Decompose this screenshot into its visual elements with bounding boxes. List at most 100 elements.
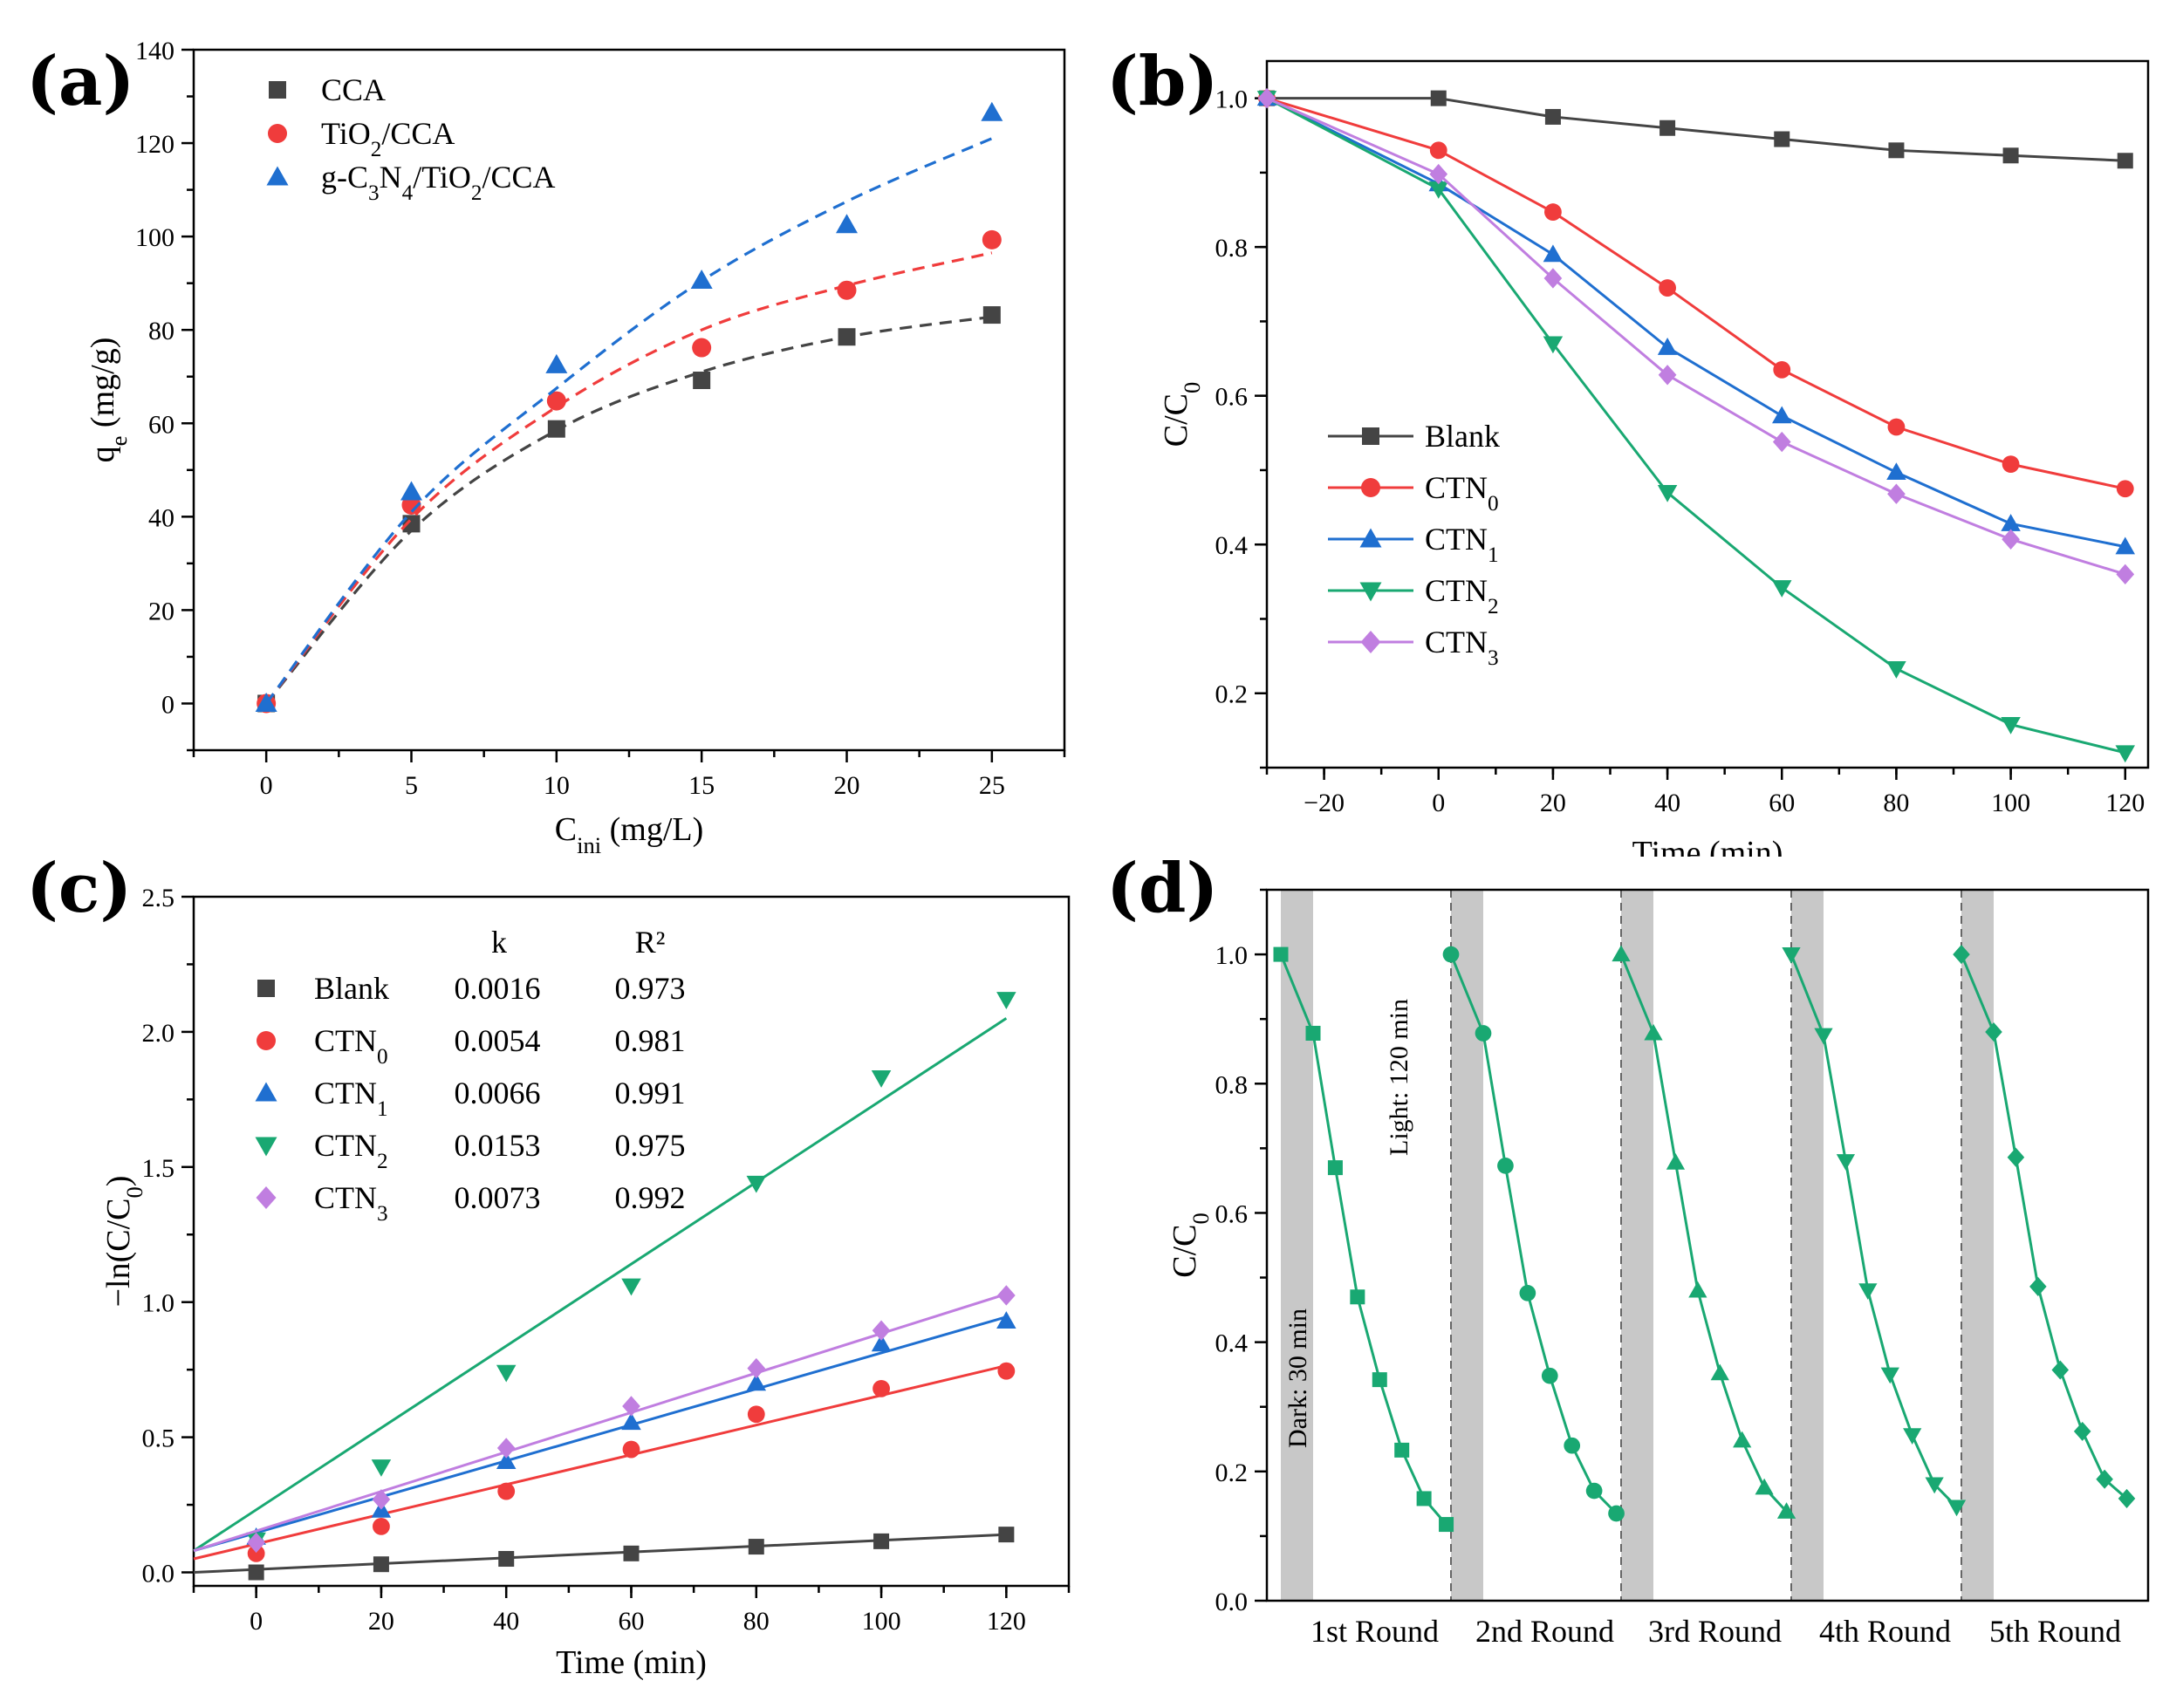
data-point-c-3 (496, 1364, 517, 1383)
legend-marker-a-2 (266, 166, 289, 186)
y-axis-title-a: qe (mg/g) (85, 338, 132, 463)
round-line-3 (1790, 953, 1958, 1508)
data-point-b-2 (1886, 462, 1906, 481)
data-point-c-0 (248, 1564, 264, 1581)
dark-band-4 (1961, 890, 1994, 1601)
data-point-d-4 (2029, 1276, 2047, 1296)
data-point-b-4 (2116, 564, 2135, 585)
dark-band-2 (1621, 890, 1653, 1601)
fit-line-c-0 (193, 1533, 1007, 1575)
legend-label-a-1: TiO2/CCA (321, 116, 455, 161)
chart-b: −20 0 20 40 60 80 100 120 0.2 0.4 0.6 0.8 1.0 Time (m… (1158, 59, 2150, 857)
data-point-d-2 (1733, 1431, 1752, 1448)
legend-label-b-4: CTN3 (1425, 625, 1499, 670)
data-point-c-0 (623, 1545, 640, 1561)
fit-line-c-1 (193, 1364, 1007, 1561)
data-point-c-1 (373, 1517, 390, 1535)
data-point-b-1 (1659, 279, 1676, 297)
round-line-2 (1619, 953, 1788, 1513)
y-tick-label-a: 120 (135, 130, 175, 159)
data-point-c-1 (622, 1440, 640, 1459)
chart-c: 0 20 40 60 80 100 120 0.0 0.5 1.0 1.5 2.0 2.5 Time (m… (100, 884, 1071, 1681)
y-tick-label-b: 0.4 (1215, 531, 1249, 560)
y-tick-label-a: 140 (135, 37, 175, 65)
x-tick-label-c: 120 (987, 1607, 1026, 1636)
fit-line-c-2 (193, 1315, 1007, 1553)
data-point-c-1 (247, 1544, 265, 1562)
data-point-d-3 (1880, 1367, 1899, 1384)
data-point-b-1 (2002, 455, 2020, 474)
data-point-d-2 (1644, 1023, 1663, 1041)
x-tick-label-a: 0 (260, 771, 273, 800)
data-point-d-1 (1519, 1284, 1536, 1301)
data-point-b-0 (1774, 131, 1790, 147)
data-point-d-1 (1497, 1158, 1514, 1174)
series-line-b-2 (1266, 97, 2126, 549)
fit-line-c-4 (193, 1292, 1007, 1553)
data-point-d-4 (2073, 1421, 2091, 1441)
x-tick-label-b: 20 (1540, 789, 1566, 817)
data-point-b-0 (1430, 90, 1447, 106)
data-point-b-4 (1772, 431, 1791, 453)
light-label: Light: 120 min (1385, 999, 1413, 1156)
legend-k-c-3: 0.0153 (455, 1128, 541, 1163)
data-point-a-2 (255, 692, 277, 712)
y-tick-label-b: 0.2 (1215, 680, 1249, 709)
data-point-a-0 (693, 372, 711, 390)
x-tick-label-c: 0 (250, 1607, 263, 1636)
legend-label-b-0: Blank (1425, 419, 1500, 454)
y-tick-label-b: 0.6 (1215, 383, 1249, 412)
data-point-c-4 (622, 1396, 640, 1417)
y-tick-label-d: 0.0 (1215, 1588, 1249, 1616)
legend-marker-a-0 (269, 81, 286, 99)
data-point-d-0 (1394, 1442, 1410, 1458)
legend-header-r2: R² (635, 925, 666, 960)
legend-label-b-1: CTN0 (1425, 470, 1499, 516)
x-tick-label-b: −20 (1304, 789, 1345, 817)
y-tick-label-b: 1.0 (1215, 85, 1249, 114)
data-point-c-0 (748, 1539, 764, 1555)
legend-r2-c-1: 0.981 (615, 1023, 686, 1058)
plot-frame-b (1265, 59, 2150, 769)
round-label-2: 3rd Round (1648, 1614, 1782, 1649)
data-point-a-2 (545, 353, 568, 373)
legend-marker-c-4 (256, 1186, 277, 1209)
x-axis-title-c: Time (min) (556, 1644, 707, 1681)
legend-marker-b-3 (1359, 582, 1382, 602)
legend-marker-a-1 (268, 124, 287, 143)
legend-label-c-3: CTN2 (314, 1128, 388, 1173)
data-point-c-2 (746, 1373, 767, 1391)
x-tick-label-a: 20 (834, 771, 860, 800)
round-line-4 (1960, 953, 2128, 1500)
data-point-c-1 (873, 1379, 890, 1397)
y-tick-label-c: 2.0 (142, 1019, 175, 1048)
data-point-d-2 (1612, 945, 1631, 962)
y-tick-label-a: 20 (148, 597, 175, 625)
data-point-b-3 (1428, 181, 1449, 199)
data-point-b-0 (2117, 153, 2133, 169)
data-point-c-2 (621, 1412, 641, 1431)
y-axis-title-c: −ln(C/C0) (100, 1176, 147, 1308)
legend-marker-b-1 (1361, 478, 1380, 497)
x-axis-title-a: Cini (mg/L) (555, 811, 704, 858)
data-point-b-4 (1658, 365, 1677, 386)
fit-line-c-3 (193, 1017, 1008, 1552)
data-point-d-0 (1327, 1160, 1343, 1176)
x-tick-label-c: 20 (368, 1607, 394, 1636)
legend-header-k: k (491, 925, 507, 960)
data-point-c-2 (871, 1334, 892, 1352)
data-point-c-3 (871, 1070, 892, 1088)
x-tick-label-b: 100 (1991, 789, 2030, 817)
data-point-d-4 (2096, 1469, 2113, 1489)
round-label-3: 4th Round (1819, 1614, 1951, 1649)
legend-marker-b-4 (1360, 631, 1381, 653)
data-point-d-1 (1564, 1437, 1581, 1454)
dark-band-3 (1791, 890, 1824, 1601)
data-point-a-0 (402, 515, 421, 533)
y-axis-title-d: C/C0 (1167, 1213, 1214, 1278)
y-tick-label-a: 80 (148, 317, 175, 345)
dark-band-0 (1281, 890, 1313, 1601)
data-point-d-3 (1814, 1028, 1833, 1045)
data-point-b-0 (2002, 147, 2019, 164)
data-point-c-3 (621, 1278, 641, 1296)
